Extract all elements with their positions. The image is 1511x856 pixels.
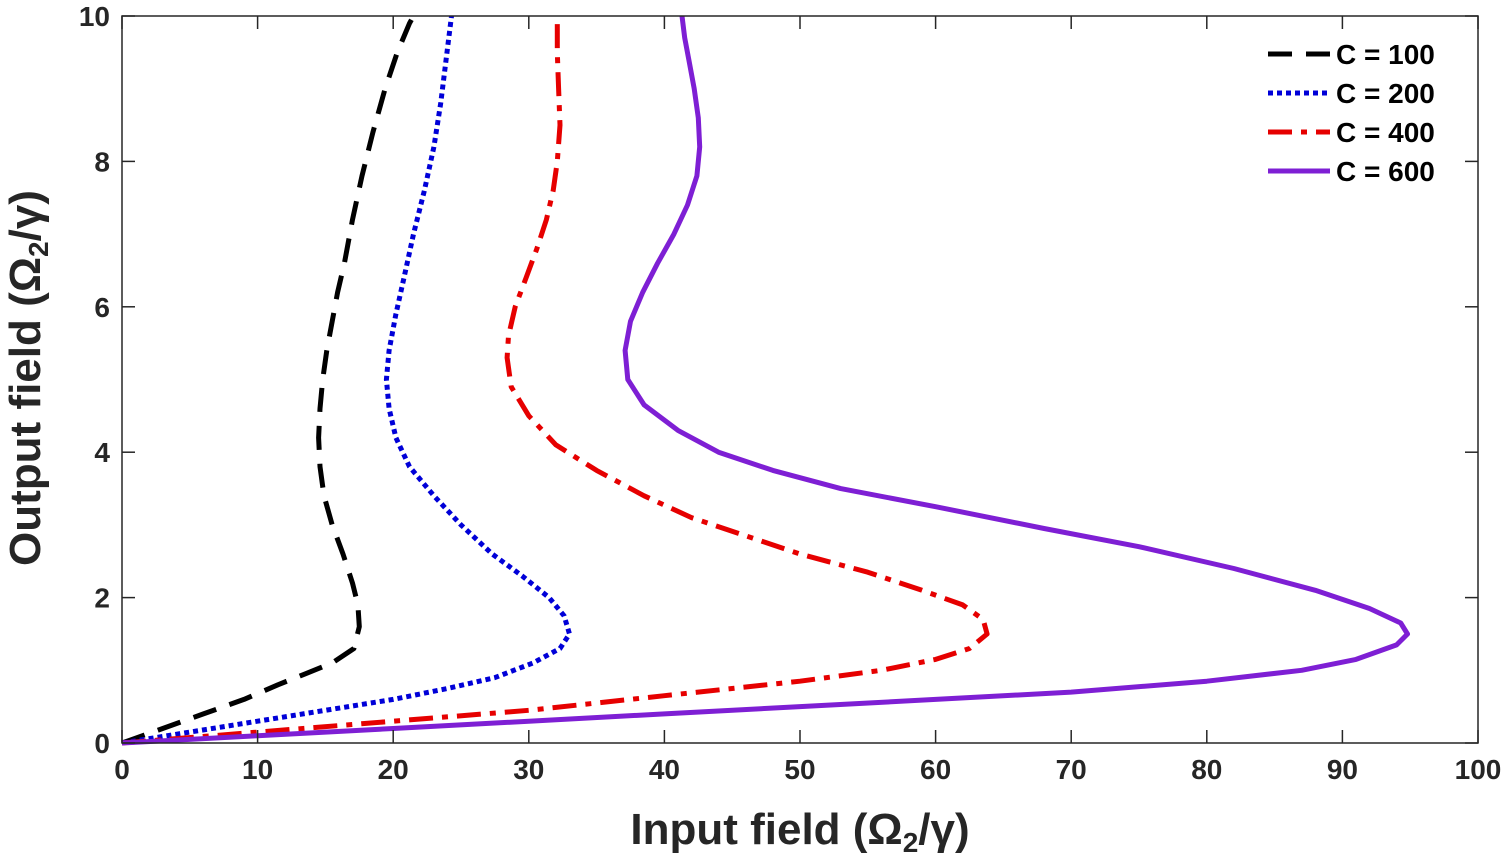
x-tick-label: 60 <box>920 754 951 785</box>
x-tick-label: 40 <box>649 754 680 785</box>
y-tick-label: 4 <box>94 437 110 468</box>
series-line-c-600 <box>121 15 1410 746</box>
tick-labels: 0 10 20 30 40 50 60 70 80 90 100 0 2 4 6 8 10 <box>79 1 1502 785</box>
y-tick-label: 10 <box>79 1 110 32</box>
x-tick-label: 80 <box>1191 754 1222 785</box>
legend-label-c-400: C = 400 <box>1336 117 1435 148</box>
x-tick-label: 10 <box>242 754 273 785</box>
x-tick-label: 30 <box>513 754 544 785</box>
legend-label-c-200: C = 200 <box>1336 78 1435 109</box>
axis-ticks <box>121 15 1479 744</box>
y-tick-label: 0 <box>94 728 110 759</box>
series-layer <box>121 14 1410 746</box>
x-axis-label: Input field (Ω2/γ) <box>630 805 969 856</box>
x-tick-label: 0 <box>114 754 130 785</box>
series-line-c-200 <box>121 15 572 746</box>
series-line-c-100 <box>121 14 416 746</box>
y-axis-label: Output field (Ω2/γ) <box>1 190 54 566</box>
legend: C = 100 C = 200 C = 400 C = 600 <box>1268 39 1435 187</box>
series-line-c-400 <box>121 16 990 746</box>
x-tick-label: 90 <box>1327 754 1358 785</box>
x-tick-label: 50 <box>784 754 815 785</box>
x-tick-label: 70 <box>1056 754 1087 785</box>
x-tick-label: 100 <box>1455 754 1502 785</box>
y-tick-label: 6 <box>94 292 110 323</box>
legend-label-c-600: C = 600 <box>1336 156 1435 187</box>
y-tick-label: 8 <box>94 146 110 177</box>
y-tick-label: 2 <box>94 583 110 614</box>
legend-label-c-100: C = 100 <box>1336 39 1435 70</box>
x-tick-label: 20 <box>378 754 409 785</box>
